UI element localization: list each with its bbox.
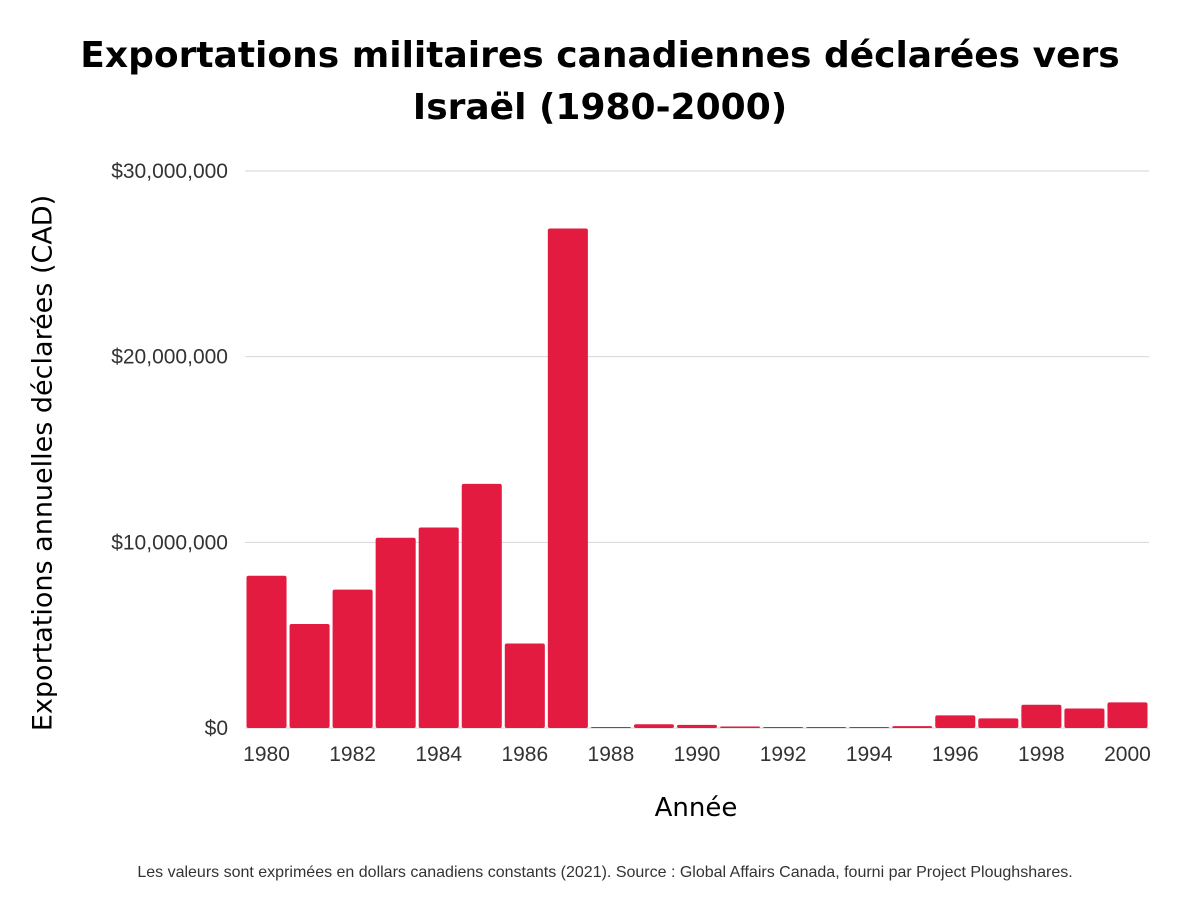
x-axis-ticks: 1980 1982 1984 1986 1988 1990 1992 1994 1996 1998…: [243, 743, 1151, 766]
y-tick-label: $0: [205, 717, 228, 740]
bars: [246, 228, 1148, 728]
y-tick-label: $30,000,000: [111, 160, 228, 183]
bar-1995: [892, 726, 933, 728]
x-tick-label: 1986: [501, 743, 548, 766]
y-axis-ticks: $0 $10,000,000 $20,000,000 $30,000,000: [111, 160, 228, 740]
bar-1997: [978, 718, 1019, 728]
bar-1999: [1064, 708, 1105, 728]
bar-1989: [633, 724, 674, 728]
bar-1981: [289, 624, 330, 728]
x-tick-label: 1988: [588, 743, 635, 766]
x-axis-label: Année: [654, 793, 738, 823]
bar-1986: [504, 643, 545, 728]
source-footnote: Les valeurs sont exprimées en dollars ca…: [137, 864, 1073, 881]
bar-1996: [935, 715, 976, 728]
bar-1987: [547, 228, 588, 728]
x-tick-label: 1980: [243, 743, 290, 766]
bar-1984: [418, 527, 459, 728]
bar-1998: [1021, 704, 1062, 728]
bar-1991: [720, 726, 761, 728]
y-tick-label: $20,000,000: [111, 346, 228, 369]
bar-1985: [461, 483, 502, 728]
x-tick-label: 1984: [415, 743, 462, 766]
bar-1983: [375, 537, 416, 728]
bar-2000: [1107, 702, 1148, 728]
x-tick-label: 1994: [846, 743, 893, 766]
bar-1994: [849, 727, 890, 728]
y-tick-label: $10,000,000: [111, 531, 228, 554]
bar-1993: [806, 727, 847, 728]
bar-1990: [676, 724, 718, 728]
chart-title: Exportations militaires canadiennes décl…: [80, 35, 1120, 128]
x-tick-label: 1998: [1018, 743, 1065, 766]
x-tick-label: 2000: [1104, 743, 1151, 766]
x-tick-label: 1990: [674, 743, 721, 766]
bar-1992: [763, 727, 804, 728]
x-tick-label: 1992: [760, 743, 807, 766]
bar-1980: [246, 575, 287, 728]
bar-1982: [332, 589, 373, 728]
x-tick-label: 1996: [932, 743, 979, 766]
x-tick-label: 1982: [329, 743, 376, 766]
bar-1988: [590, 727, 631, 728]
